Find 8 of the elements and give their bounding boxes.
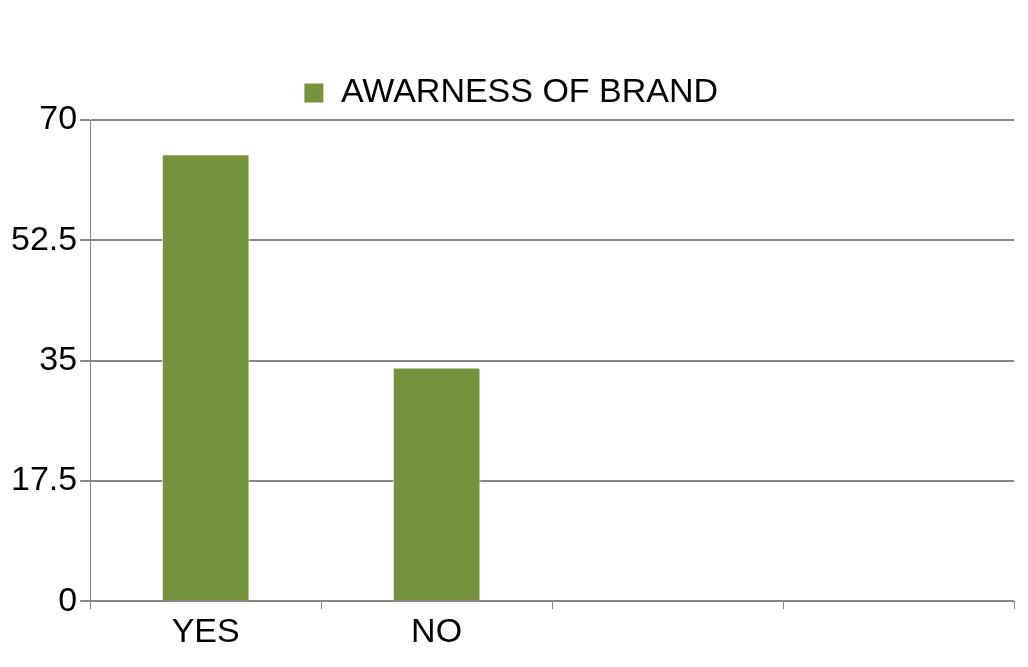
x-tick-label: YES bbox=[171, 610, 240, 649]
x-tick-label: NO bbox=[411, 610, 463, 649]
y-tick-label: 0 bbox=[58, 579, 78, 618]
y-tick-label: 35 bbox=[39, 338, 78, 377]
legend-label: AWARNESS OF BRAND bbox=[340, 71, 719, 110]
y-tick-label: 70 bbox=[39, 98, 78, 137]
y-tick-label: 17.5 bbox=[10, 459, 78, 498]
y-tick-label: 52.5 bbox=[10, 218, 78, 257]
